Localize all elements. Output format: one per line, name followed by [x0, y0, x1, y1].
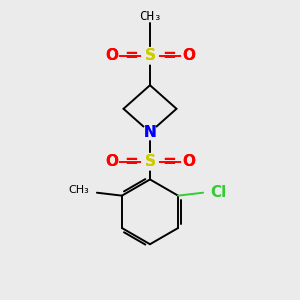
Text: S: S	[145, 154, 155, 169]
Text: Cl: Cl	[210, 185, 227, 200]
Text: O: O	[182, 154, 195, 169]
Circle shape	[142, 125, 158, 140]
Circle shape	[142, 47, 158, 64]
Text: N: N	[144, 125, 156, 140]
Text: S: S	[145, 48, 155, 63]
Circle shape	[105, 155, 118, 168]
Text: O: O	[105, 48, 118, 63]
Text: O: O	[182, 154, 195, 169]
Text: O: O	[182, 48, 195, 63]
Text: S: S	[145, 154, 155, 169]
Circle shape	[105, 49, 118, 62]
Circle shape	[142, 154, 158, 170]
Text: O: O	[105, 154, 118, 169]
Text: =: =	[124, 153, 138, 171]
Circle shape	[182, 155, 195, 168]
Circle shape	[182, 49, 195, 62]
Text: O: O	[105, 48, 118, 63]
Text: N: N	[144, 125, 156, 140]
Text: =: =	[162, 153, 176, 171]
Text: S: S	[145, 48, 155, 63]
Text: O: O	[105, 154, 118, 169]
Text: O: O	[182, 48, 195, 63]
Text: =: =	[162, 47, 176, 65]
Text: =: =	[124, 47, 138, 65]
Text: CH₃: CH₃	[69, 185, 90, 195]
Text: CH₃: CH₃	[139, 11, 161, 23]
